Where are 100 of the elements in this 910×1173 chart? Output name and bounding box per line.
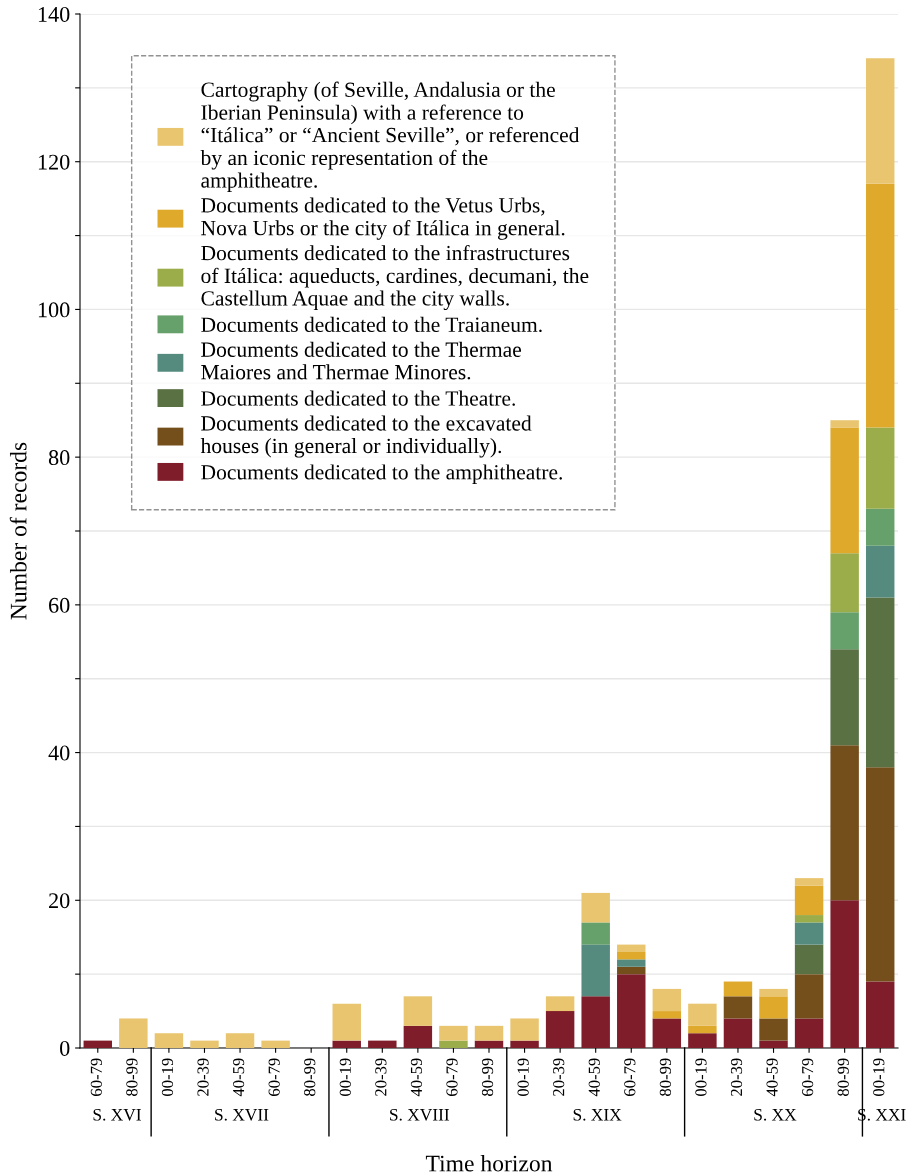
y-tick-label: 100 <box>38 302 70 318</box>
legend-label: Documents dedicated to the Vetus Urbs, Nova Urbs or the city of Itálica in general. <box>201 197 565 240</box>
bar <box>794 974 824 1019</box>
text: S. XIX <box>573 1108 622 1121</box>
bar <box>688 1025 717 1034</box>
bar <box>545 996 575 1012</box>
x-tick-label: 60-79 <box>802 1058 814 1096</box>
bar <box>830 420 859 428</box>
x-tick-label: 00-19 <box>161 1058 174 1096</box>
bar <box>617 959 646 967</box>
bar <box>154 1033 184 1048</box>
x-tick-label: 20-39 <box>197 1058 209 1096</box>
bar <box>759 988 788 997</box>
x-tick-label: 40-59 <box>766 1058 778 1097</box>
bar <box>617 966 646 975</box>
x-tick-label: 80-99 <box>304 1058 316 1096</box>
y-tick-label: 40 <box>48 745 70 761</box>
bar <box>581 996 610 1048</box>
bar <box>830 427 859 554</box>
bar <box>830 553 859 613</box>
legend-label: Documents dedicated to the Theatre. <box>201 390 515 406</box>
x-tick-label: 20-39 <box>375 1058 387 1096</box>
bar <box>652 988 682 1012</box>
y-tick-label: 20 <box>49 893 70 909</box>
bar <box>688 1033 717 1048</box>
legend-label: Documents dedicated to the Thermae Maiores and Thermae Minores. <box>201 341 522 380</box>
bar <box>794 878 824 886</box>
text: S. XVIII <box>390 1108 450 1121</box>
bar <box>794 922 824 945</box>
bar <box>865 767 895 982</box>
bar <box>723 996 753 1019</box>
bar <box>759 1040 788 1048</box>
bar <box>830 649 859 746</box>
bar <box>794 1018 824 1048</box>
y-tick-label: 120 <box>38 154 70 170</box>
text: S. XVI <box>93 1108 141 1121</box>
bar <box>190 1040 219 1048</box>
y-axis-title: Number of records <box>9 442 27 620</box>
x-tick-label: 80-99 <box>126 1058 138 1096</box>
bar <box>510 1018 539 1041</box>
bar <box>865 545 895 598</box>
bar <box>510 1040 539 1048</box>
x-tick-label: 40-59 <box>588 1058 600 1097</box>
bar <box>865 981 895 1048</box>
bar <box>439 1040 468 1048</box>
bar <box>581 892 610 923</box>
bar <box>652 1011 682 1019</box>
bar <box>723 981 753 997</box>
bar <box>830 900 859 1048</box>
bar <box>119 1018 148 1048</box>
bar <box>368 1040 397 1048</box>
x-tick-label: 60-79 <box>268 1058 280 1096</box>
x-tick-label: 80-99 <box>481 1058 494 1096</box>
x-axis-title: Time horizon <box>425 1154 553 1172</box>
bar <box>261 1040 290 1048</box>
y-tick-label: 80 <box>48 450 70 466</box>
x-tick-label: 60-79 <box>90 1058 102 1096</box>
bar <box>759 996 788 1019</box>
bar <box>617 951 646 960</box>
bar <box>723 1018 753 1048</box>
bar <box>830 745 859 901</box>
bar <box>474 1040 504 1048</box>
bar <box>581 922 610 945</box>
legend-label: Documents dedicated to the excavated houses (in general or individually). <box>200 415 532 458</box>
y-tick-label: 140 <box>38 6 70 22</box>
bar <box>83 1040 113 1048</box>
bar <box>794 944 824 975</box>
bar <box>403 1025 433 1048</box>
x-tick-label: 20-39 <box>730 1058 743 1096</box>
x-tick-label: 60-79 <box>624 1058 636 1096</box>
legend-label: Documents dedicated to the amphitheatre. <box>201 464 562 484</box>
bar <box>759 1018 788 1041</box>
bar <box>865 183 895 428</box>
x-tick-label: 00-19 <box>695 1058 707 1096</box>
y-tick-label: 60 <box>49 597 70 613</box>
x-tick-label: 60-79 <box>446 1058 458 1096</box>
text: S. XX <box>754 1108 797 1121</box>
text: S. XVII <box>215 1108 269 1121</box>
x-tick-label: 00-19 <box>873 1058 885 1096</box>
legend-label: Documents dedicated to the infrastructures of Itálica: aqueducts, cardines, decumani, the Castellum Aquae and the city walls. <box>201 244 589 311</box>
legend-label: Documents dedicated to the Traianeum. <box>201 316 542 333</box>
bar <box>865 58 895 184</box>
x-tick-label: 00-19 <box>339 1058 351 1096</box>
x-tick-label: 40-59 <box>232 1058 245 1097</box>
y-tick-label: 0 <box>60 1040 70 1056</box>
bar <box>439 1025 468 1041</box>
bar <box>830 612 859 650</box>
bar <box>332 1003 361 1041</box>
bar <box>865 597 895 768</box>
bar <box>652 1018 682 1048</box>
bar <box>545 1011 575 1048</box>
bar <box>794 915 824 923</box>
bar <box>225 1033 255 1048</box>
x-tick-label: 80-99 <box>659 1058 671 1096</box>
bar <box>617 944 646 952</box>
bar <box>581 944 610 997</box>
bar <box>865 427 895 509</box>
x-tick-label: 20-39 <box>553 1058 565 1096</box>
bar <box>688 1003 717 1026</box>
x-tick-label: 80-99 <box>837 1058 849 1096</box>
